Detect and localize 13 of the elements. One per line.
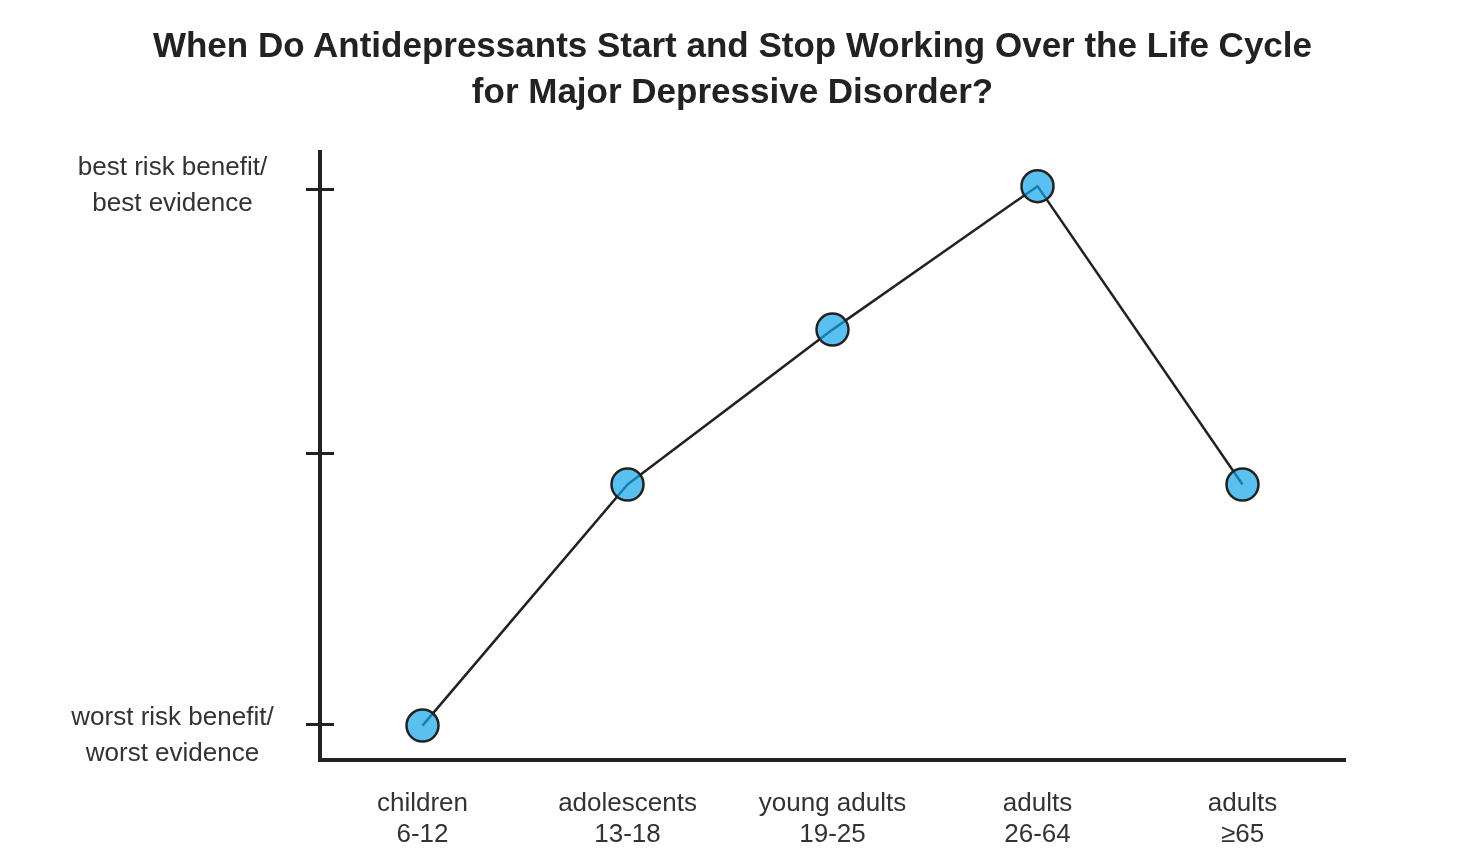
point (610, 467, 645, 502)
point (815, 312, 850, 347)
point (1225, 467, 1260, 502)
x-tick-label: young adults 19-25 (758, 786, 907, 848)
text: worst risk benefit/worst evidence (70, 700, 275, 769)
x-tick-label: adolescents 13-18 (558, 786, 697, 848)
chart-title: When Do Antidepressants Start and Stop Working Over the Life Cycle for Major Depressive Disorder? (151, 24, 1314, 112)
x-tick-label: adults 26-64 (1002, 786, 1073, 848)
point (405, 708, 440, 743)
x-tick-label: children 6-12 (376, 786, 469, 848)
point (1020, 168, 1055, 204)
x-tick-label: adults ≥65 (1207, 786, 1278, 848)
text: best risk benefit/best evidence (76, 150, 269, 219)
